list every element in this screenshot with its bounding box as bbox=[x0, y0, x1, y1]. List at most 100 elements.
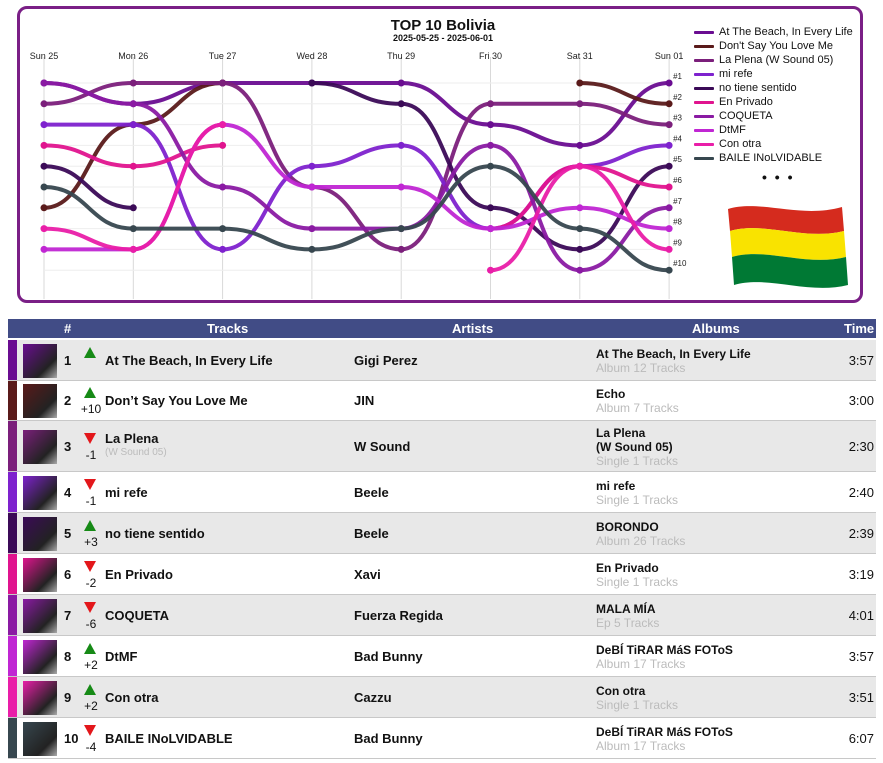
data-point[interactable] bbox=[665, 79, 673, 87]
data-point[interactable] bbox=[40, 183, 48, 191]
album-info[interactable]: DeBÍ TiRAR MáS FOToS Album 17 Tracks bbox=[596, 725, 733, 753]
legend-item[interactable]: Don't Say You Love Me bbox=[694, 39, 853, 53]
data-point[interactable] bbox=[40, 204, 48, 212]
album-cover-thumbnail[interactable] bbox=[23, 639, 57, 674]
table-row[interactable]: 7 -6 COQUETA Fuerza Regida MALA MÍA Ep 5 Trac… bbox=[8, 595, 876, 636]
legend-item[interactable]: At The Beach, In Every Life bbox=[694, 25, 853, 39]
data-point[interactable] bbox=[487, 100, 494, 108]
artist-name[interactable]: Fuerza Regida bbox=[354, 607, 443, 623]
data-point[interactable] bbox=[665, 225, 673, 233]
table-row[interactable]: 4 -1 mi refe Beele mi refe Single 1 Tracks 2:4… bbox=[8, 472, 876, 513]
artist-name[interactable]: Gigi Perez bbox=[354, 352, 418, 368]
data-point[interactable] bbox=[219, 141, 227, 149]
data-point[interactable] bbox=[576, 100, 584, 108]
legend-item[interactable]: no tiene sentido bbox=[694, 81, 853, 95]
data-point[interactable] bbox=[665, 204, 673, 212]
data-point[interactable] bbox=[308, 225, 316, 233]
track-title[interactable]: no tiene sentido bbox=[105, 525, 205, 541]
data-point[interactable] bbox=[219, 225, 227, 233]
data-point[interactable] bbox=[219, 245, 227, 253]
artist-name[interactable]: Beele bbox=[354, 525, 389, 541]
artist-name[interactable]: JIN bbox=[354, 393, 375, 408]
data-point[interactable] bbox=[665, 183, 673, 191]
album-info[interactable]: mi refe Single 1 Tracks bbox=[596, 479, 678, 507]
data-point[interactable] bbox=[129, 245, 137, 253]
album-info[interactable]: DeBÍ TiRAR MáS FOToS Album 17 Tracks bbox=[596, 643, 733, 671]
data-point[interactable] bbox=[397, 100, 405, 108]
data-point[interactable] bbox=[665, 121, 673, 129]
table-row[interactable]: 6 -2 En Privado Xavi En Privado Single 1 Trac… bbox=[8, 554, 876, 595]
track-title[interactable]: Don’t Say You Love Me bbox=[105, 393, 248, 408]
table-row[interactable]: 2 +10 Don’t Say You Love Me JIN Echo Album 7 … bbox=[8, 381, 876, 421]
track-title[interactable]: La Plena bbox=[105, 430, 159, 446]
data-point[interactable] bbox=[576, 141, 584, 149]
album-info[interactable]: MALA MÍA Ep 5 Tracks bbox=[596, 602, 659, 630]
legend-item[interactable]: Con otra bbox=[694, 137, 853, 151]
data-point[interactable] bbox=[576, 162, 584, 170]
data-point[interactable] bbox=[576, 245, 584, 253]
table-row[interactable]: 10 -4 BAILE INoLVIDABLE Bad Bunny DeBÍ TiRAR… bbox=[8, 718, 876, 759]
data-point[interactable] bbox=[40, 141, 48, 149]
header-tracks[interactable]: Tracks bbox=[207, 321, 249, 336]
data-point[interactable] bbox=[576, 225, 584, 233]
data-point[interactable] bbox=[487, 141, 494, 149]
data-point[interactable] bbox=[397, 79, 405, 87]
data-point[interactable] bbox=[40, 245, 48, 253]
track-title[interactable]: BAILE INoLVIDABLE bbox=[105, 730, 233, 746]
series-line[interactable] bbox=[42, 164, 136, 210]
header-rank[interactable]: # bbox=[64, 321, 72, 336]
data-point[interactable] bbox=[487, 225, 494, 233]
artist-name[interactable]: Cazzu bbox=[354, 689, 392, 705]
data-point[interactable] bbox=[308, 162, 316, 170]
series-line[interactable] bbox=[577, 81, 672, 106]
data-point[interactable] bbox=[40, 79, 48, 87]
header-albums[interactable]: Albums bbox=[692, 321, 740, 336]
data-point[interactable] bbox=[397, 245, 405, 253]
data-point[interactable] bbox=[308, 245, 316, 253]
data-point[interactable] bbox=[665, 100, 673, 108]
data-point[interactable] bbox=[129, 100, 137, 108]
album-info[interactable]: BORONDO Album 26 Tracks bbox=[596, 520, 685, 548]
data-point[interactable] bbox=[576, 204, 584, 212]
data-point[interactable] bbox=[219, 121, 227, 129]
artist-name[interactable]: Bad Bunny bbox=[354, 730, 423, 746]
album-cover-thumbnail[interactable] bbox=[23, 384, 57, 418]
legend-item[interactable]: En Privado bbox=[694, 95, 853, 109]
data-point[interactable] bbox=[397, 225, 405, 233]
data-point[interactable] bbox=[40, 100, 48, 108]
album-cover-thumbnail[interactable] bbox=[23, 598, 57, 633]
legend-more-indicator[interactable]: • • • bbox=[762, 169, 795, 185]
data-point[interactable] bbox=[397, 141, 405, 149]
data-point[interactable] bbox=[129, 121, 137, 129]
track-title[interactable]: Con otra bbox=[105, 689, 159, 705]
album-cover-thumbnail[interactable] bbox=[23, 557, 57, 592]
data-point[interactable] bbox=[129, 204, 137, 212]
data-point[interactable] bbox=[219, 183, 227, 191]
data-point[interactable] bbox=[308, 79, 316, 87]
legend-item[interactable]: DtMF bbox=[694, 123, 853, 137]
data-point[interactable] bbox=[487, 266, 494, 274]
table-row[interactable]: 1 At The Beach, In Every Life Gigi Perez At… bbox=[8, 340, 876, 381]
data-point[interactable] bbox=[40, 121, 48, 129]
data-point[interactable] bbox=[219, 79, 227, 87]
data-point[interactable] bbox=[308, 183, 316, 191]
artist-name[interactable]: Bad Bunny bbox=[354, 648, 423, 664]
data-point[interactable] bbox=[665, 266, 673, 274]
table-row[interactable]: 9 +2 Con otra Cazzu Con otra Single 1 Tracks 3… bbox=[8, 677, 876, 718]
table-row[interactable]: 3 -1 La Plena (W Sound 05) W Sound La Plena (W… bbox=[8, 421, 876, 472]
track-title[interactable]: DtMF bbox=[105, 648, 138, 664]
data-point[interactable] bbox=[129, 162, 137, 170]
data-point[interactable] bbox=[576, 266, 584, 274]
artist-name[interactable]: W Sound bbox=[354, 438, 411, 454]
album-cover-thumbnail[interactable] bbox=[23, 721, 57, 756]
album-info[interactable]: En Privado Single 1 Tracks bbox=[596, 561, 678, 589]
data-point[interactable] bbox=[129, 79, 137, 87]
track-title[interactable]: At The Beach, In Every Life bbox=[105, 352, 273, 368]
data-point[interactable] bbox=[40, 225, 48, 233]
data-point[interactable] bbox=[487, 162, 494, 170]
data-point[interactable] bbox=[665, 245, 673, 253]
data-point[interactable] bbox=[40, 162, 48, 170]
series-line[interactable] bbox=[42, 122, 225, 252]
album-info[interactable]: Con otra Single 1 Tracks bbox=[596, 684, 678, 712]
data-point[interactable] bbox=[487, 204, 494, 212]
